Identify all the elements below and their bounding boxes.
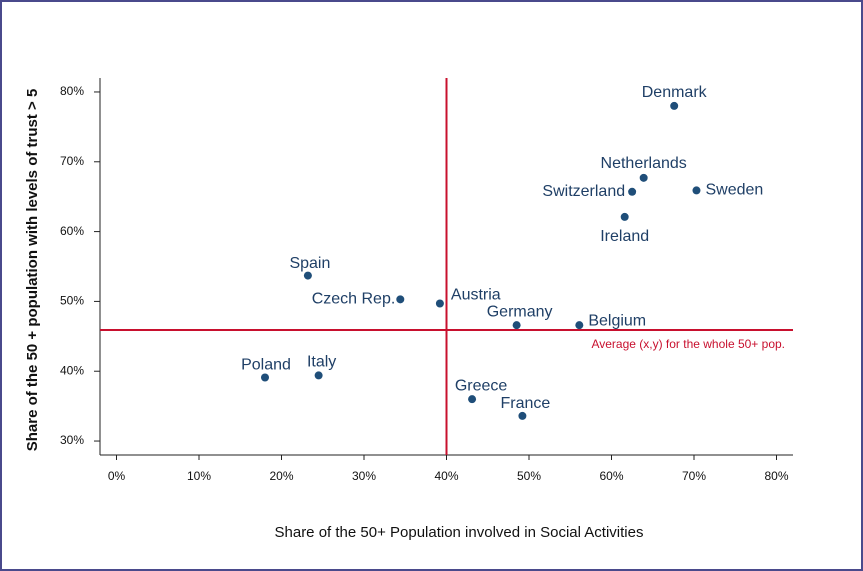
y-tick-label: 60% [60,224,84,238]
x-tick-label: 20% [269,469,293,483]
point [575,321,584,330]
y-tick-label: 30% [60,433,84,447]
point [261,373,269,382]
point [512,321,521,330]
y-tick-label: 50% [60,294,84,308]
point-label: France [501,395,551,412]
x-axis-title: Share of the 50+ Population involved in … [275,524,644,541]
x-tick-label: 10% [187,469,211,483]
point-label: Denmark [642,84,708,101]
point [670,101,679,110]
point-label: Sweden [705,182,763,199]
point-label: Austria [451,287,501,304]
point-label: Belgium [588,312,646,329]
point-label: Spain [289,255,330,272]
point [303,271,312,280]
y-tick-label: 40% [60,363,84,377]
point [314,371,323,380]
point [639,173,648,182]
point-label: Germany [487,303,553,320]
point [518,411,527,420]
point-label: Netherlands [601,155,687,172]
point-label: Italy [307,354,336,371]
point [692,186,701,195]
y-axis-title: Share of the 50 + population with levels… [24,89,41,452]
point-label: Greece [455,377,508,394]
x-tick-label: 30% [352,469,376,483]
average-label: Average (x,y) for the whole 50+ pop. [591,337,785,351]
y-tick-label: 70% [60,154,84,168]
point [620,212,629,221]
point-label: Czech Rep. [312,291,396,308]
x-tick-label: 0% [108,469,126,483]
x-tick-label: 50% [517,469,541,483]
point-label: Switzerland [542,183,625,200]
point [396,295,405,304]
point [435,299,444,308]
point-label: Ireland [600,228,649,245]
x-tick-label: 40% [434,469,458,483]
x-tick-label: 80% [764,469,788,483]
x-tick-label: 70% [682,469,706,483]
y-tick-label: 80% [60,84,84,98]
point [628,187,637,196]
point-label: Poland [241,357,291,374]
point [468,395,477,404]
x-tick-label: 60% [599,469,623,483]
